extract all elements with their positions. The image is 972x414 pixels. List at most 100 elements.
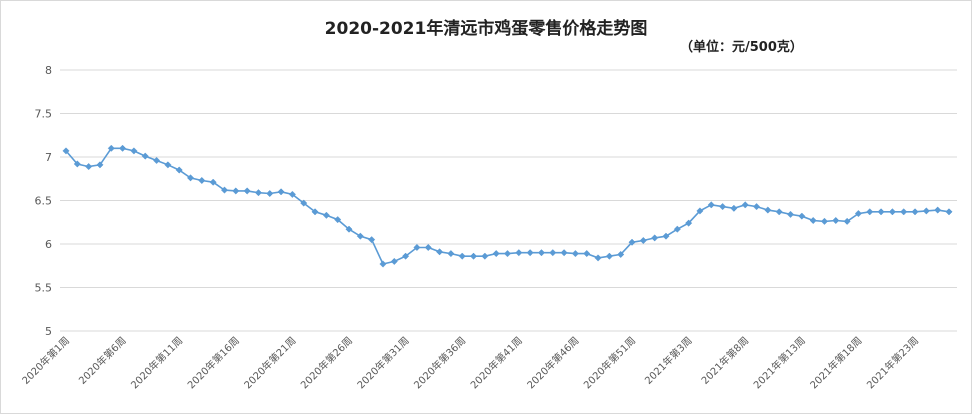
data-point [186, 174, 195, 182]
data-point [934, 206, 942, 214]
data-point [786, 210, 795, 218]
data-point [96, 161, 104, 169]
x-tick-label: 2020年第11周 [128, 334, 185, 391]
x-tick-label: 2021年第8周 [698, 334, 751, 387]
x-tick-label: 2021年第13周 [751, 334, 808, 391]
data-point [639, 236, 647, 245]
chart-subtitle: （单位：元/500克） [680, 40, 803, 55]
data-point [356, 232, 364, 240]
data-point [764, 206, 772, 214]
data-point [719, 203, 727, 211]
data-point [402, 252, 410, 260]
data-point [334, 216, 342, 224]
data-point [436, 248, 444, 256]
data-point [537, 249, 546, 257]
data-point [775, 208, 783, 216]
data-point [153, 156, 161, 165]
data-point [413, 243, 421, 252]
data-point [107, 144, 115, 152]
data-point [605, 252, 613, 260]
data-point [390, 257, 398, 265]
data-point [458, 252, 466, 260]
y-tick-label: 6.5 [35, 195, 53, 208]
data-point [696, 207, 704, 215]
data-point [854, 209, 862, 218]
data-point [798, 212, 806, 220]
data-point [130, 147, 138, 155]
y-tick-label: 7 [45, 151, 52, 164]
data-point [571, 250, 579, 258]
x-tick-label: 2020年第31周 [354, 334, 411, 391]
data-point [741, 201, 749, 209]
data-point [447, 250, 455, 258]
y-tick-label: 6 [45, 238, 52, 251]
data-point [730, 204, 738, 212]
data-point [809, 216, 817, 225]
data-point [481, 252, 489, 260]
data-point [300, 199, 308, 207]
data-point [685, 219, 693, 227]
x-tick-label: 2020年第26周 [298, 334, 355, 391]
data-point [345, 225, 353, 233]
data-point [900, 208, 908, 216]
data-point [945, 208, 953, 216]
data-point [311, 208, 319, 216]
data-point [515, 249, 523, 257]
data-point [469, 252, 478, 260]
x-tick-label: 2020年第1周 [19, 334, 72, 387]
data-point [243, 187, 251, 195]
data-point [85, 163, 93, 171]
data-point [560, 249, 568, 257]
x-tick-label: 2020年第51周 [581, 334, 638, 391]
y-tick-label: 8 [45, 64, 52, 77]
x-tick-label: 2021年第18周 [807, 334, 864, 391]
data-point [877, 208, 885, 216]
data-point [583, 250, 591, 258]
data-point [232, 187, 240, 195]
data-point [492, 250, 500, 258]
data-point [832, 216, 840, 225]
data-point [617, 250, 625, 258]
data-point [866, 208, 874, 216]
data-point [73, 160, 81, 168]
chart-title: 2020-2021年清远市鸡蛋零售价格走势图 [324, 19, 648, 39]
data-point [141, 152, 149, 160]
data-point [707, 201, 715, 209]
data-point [628, 238, 636, 246]
data-point [651, 234, 659, 242]
data-point [209, 178, 217, 186]
x-tick-label: 2021年第3周 [642, 334, 695, 387]
data-point [254, 189, 263, 197]
x-tick-label: 2020年第6周 [76, 334, 129, 387]
data-point [368, 236, 376, 244]
y-tick-label: 5 [45, 325, 52, 338]
data-point [266, 189, 274, 198]
x-tick-label: 2020年第41周 [468, 334, 525, 391]
data-point [922, 207, 930, 215]
x-tick-label: 2021年第23周 [864, 334, 921, 391]
data-point [119, 144, 127, 152]
data-point [594, 254, 602, 262]
data-point [911, 208, 919, 216]
x-tick-label: 2020年第21周 [241, 334, 298, 391]
data-point [752, 203, 761, 211]
x-tick-label: 2020年第16周 [185, 334, 242, 391]
data-point [843, 217, 851, 225]
data-point [549, 249, 557, 257]
data-point [175, 166, 183, 174]
y-tick-label: 5.5 [35, 282, 53, 295]
x-tick-label: 2020年第36周 [411, 334, 468, 391]
data-point [379, 260, 387, 268]
data-point [526, 249, 534, 257]
data-point [673, 225, 681, 233]
data-point [820, 217, 829, 225]
data-point [198, 176, 206, 185]
data-point [888, 208, 896, 216]
data-point [424, 243, 432, 252]
data-point [662, 232, 670, 240]
data-point [288, 190, 296, 198]
data-point [322, 211, 330, 219]
data-point [277, 188, 285, 196]
